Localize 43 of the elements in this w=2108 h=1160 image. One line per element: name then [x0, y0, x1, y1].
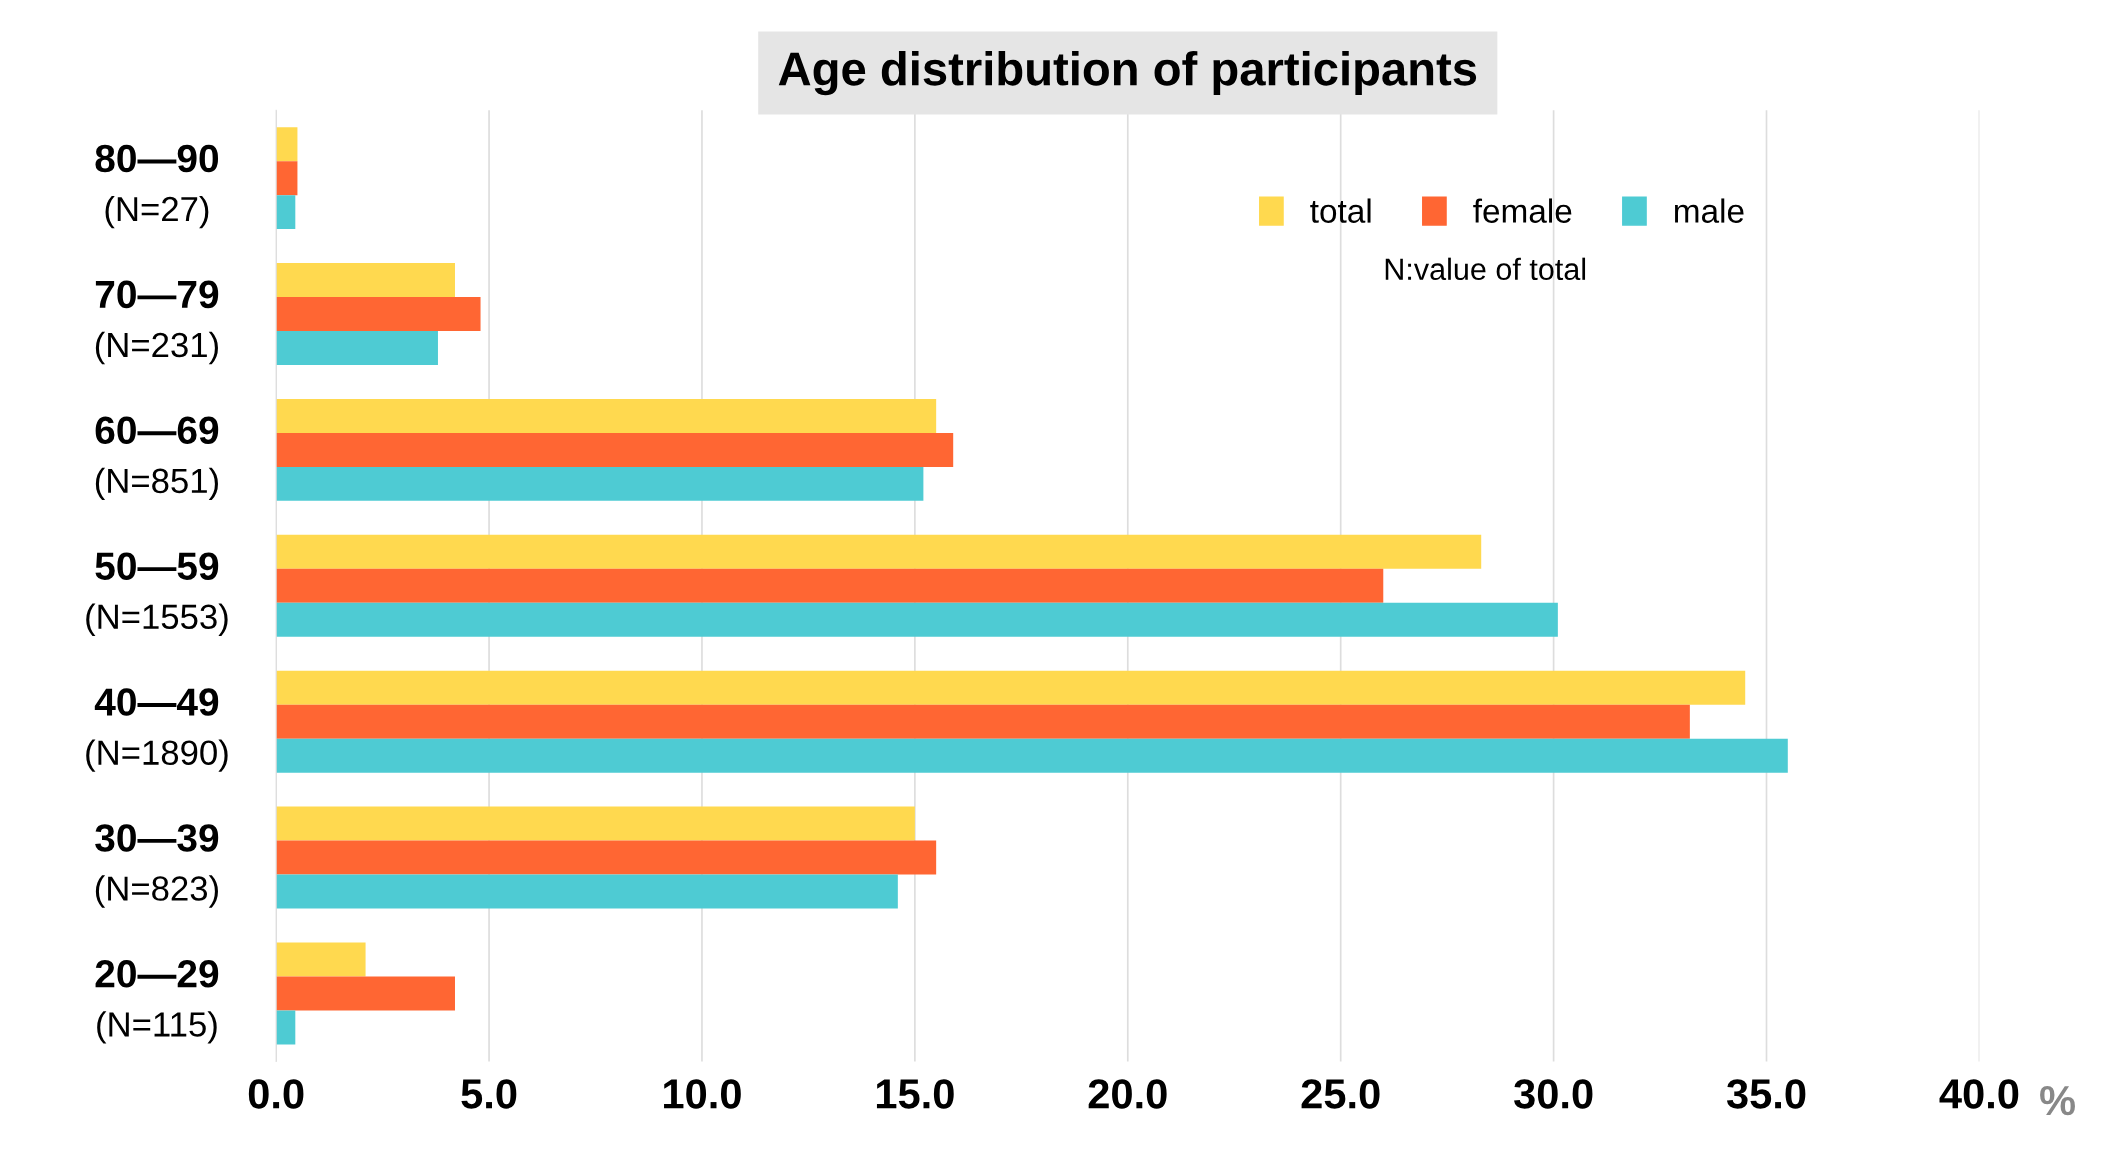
x-tick-label: 20.0 — [1088, 1079, 1167, 1109]
bar — [276, 976, 455, 1011]
x-tick-label: 5.0 — [461, 1079, 517, 1109]
y-tick-label: 60—69 (N=851) — [95, 416, 219, 501]
bar — [276, 127, 298, 162]
bar — [276, 331, 438, 365]
annotation: N:value of total — [1385, 257, 1586, 281]
y-tick-label: 80—90 (N=27) — [95, 144, 219, 229]
x-tick-label: 15.0 — [876, 1079, 954, 1109]
bar — [276, 942, 366, 977]
y-tick-label: 50—59 (N=1553) — [86, 552, 228, 636]
bar — [276, 432, 954, 467]
legend-label: total — [1310, 198, 1371, 223]
y-tick-label: 20—29 (N=115) — [95, 960, 219, 1044]
x-tick-label: 30.0 — [1514, 1079, 1593, 1109]
bar — [276, 670, 1746, 705]
bar — [276, 398, 937, 433]
bar — [276, 704, 1690, 739]
bar — [276, 806, 915, 841]
x-tick-label: 35.0 — [1726, 1079, 1806, 1109]
bar — [276, 874, 898, 909]
legend-label: female — [1473, 198, 1572, 223]
bar — [276, 840, 937, 875]
x-tick-label: 25.0 — [1301, 1079, 1380, 1109]
x-tick-label: 40.0 — [1939, 1079, 2019, 1109]
bar — [276, 297, 481, 332]
bar — [276, 195, 296, 230]
bar — [276, 602, 1558, 637]
bar — [276, 466, 924, 501]
x-tick-label: 0.0 — [248, 1079, 304, 1109]
x-axis-title: % — [2040, 1085, 2075, 1116]
bar — [276, 1010, 296, 1045]
chart-title: Age distribution of participants — [778, 50, 1477, 96]
legend-label: male — [1674, 198, 1744, 223]
y-tick-label: 70—79 (N=231) — [95, 280, 219, 365]
bar — [276, 161, 298, 196]
bar — [276, 534, 1482, 569]
x-tick-label: 10.0 — [664, 1079, 741, 1109]
bar — [276, 568, 1384, 603]
y-tick-label: 30—39 (N=823) — [95, 824, 219, 908]
y-tick-label: 40—49 (N=1890) — [86, 688, 228, 772]
bar — [276, 263, 455, 298]
bar — [276, 738, 1788, 773]
